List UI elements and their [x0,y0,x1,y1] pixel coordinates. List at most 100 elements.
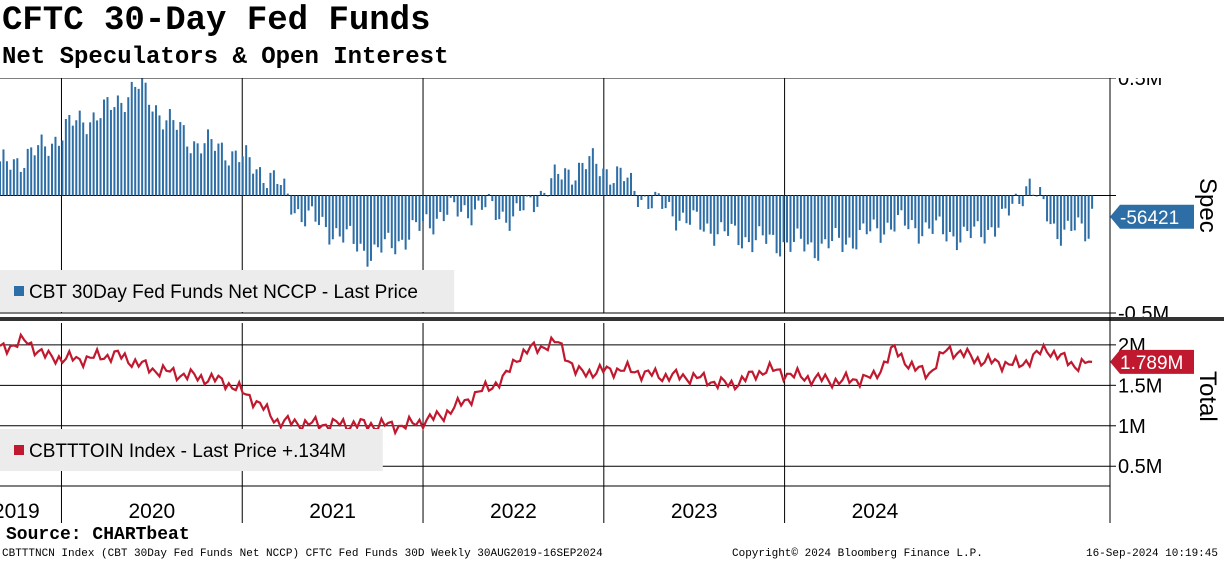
spec-bar [734,195,737,226]
spec-bar [862,195,865,224]
spec-bar [366,195,369,267]
total-series-line [0,332,1093,436]
spec-bar [64,118,67,196]
spec-bar [380,195,383,253]
spec-bar [955,195,958,251]
spec-bar [421,195,424,222]
spec-bar [792,195,795,242]
spec-bar [990,195,993,228]
spec-bar [231,151,234,196]
spec-bar [109,109,112,196]
spec-bar [550,178,553,196]
spec-bar [924,195,927,223]
spec-bar [182,125,185,196]
spec-bar [161,129,164,196]
spec-bar [813,195,816,259]
spec-bar [564,168,567,196]
x-tick-label: 2023 [671,500,718,523]
spec-bar [314,195,317,222]
spec-bar [248,157,251,196]
spec-bar [453,195,456,203]
legend-background [0,270,455,312]
spec-bar [213,150,216,196]
spec-bar [522,195,525,211]
spec-bar [324,195,327,228]
spec-bar [834,195,837,229]
spec-bar [844,195,847,245]
spec-bar [921,195,924,237]
spec-bar [290,195,293,215]
spec-bar [543,192,546,196]
spec-bar [896,195,899,216]
spec-bar [286,193,289,196]
spec-bar [595,163,598,196]
spec-bar [751,195,754,253]
spec-bar [467,195,470,219]
spec-bar [688,195,691,225]
spec-bar [682,195,685,213]
spec-bar [317,195,320,226]
spec-bar [848,195,851,238]
spec-bar [200,153,203,196]
spec-bar [546,195,549,197]
spec-bar [1049,195,1052,225]
spec-bar [463,195,466,206]
spec-bar [404,195,407,250]
spec-bar [709,195,712,234]
spec-bar [994,195,997,237]
spec-bar [446,195,449,215]
total-axis-title: Total [1194,371,1221,422]
spec-bar [630,172,633,196]
spec-bar [2,149,5,196]
spec-bar [193,141,196,196]
spec-bar [363,195,366,251]
spec-bar [19,171,22,196]
spec-bar [335,195,338,229]
spec-bar [1014,193,1017,196]
spec-bar [948,195,951,232]
spec-bar [297,195,300,210]
spec-bar [671,195,674,217]
spec-bar [321,195,324,217]
spec-bar [1084,195,1087,242]
x-tick-label: 2020 [128,500,175,523]
spec-bar [0,161,1,196]
spec-bar [536,195,539,207]
spec-bar [418,195,421,231]
spec-bar [1039,187,1042,196]
spec-bar [879,195,882,243]
x-tick-label: 2024 [852,500,899,523]
total-tick-label: 0.5M [1118,456,1162,478]
spec-bar [1025,186,1028,196]
spec-bar [89,122,92,196]
spec-bar [435,195,438,219]
spec-bar [623,181,626,196]
spec-bar [331,195,334,240]
legend-swatch [14,286,24,296]
spec-bar [369,195,372,261]
spec-bar [820,195,823,244]
legend-text: CBTTTOIN Index - Last Price +.134M [29,441,346,462]
spec-bar [903,195,906,226]
spec-bar [786,195,789,243]
spec-bar [241,156,244,196]
spec-bar [484,195,487,208]
spec-bar [1000,195,1003,209]
spec-bar [1007,195,1010,216]
spec-bar [851,195,854,249]
spec-bar [532,195,535,213]
spec-bar [356,195,359,252]
spec-bar [744,195,747,238]
spec-bar [983,195,986,244]
spec-bar [300,195,303,223]
spec-bar [876,195,879,229]
spec-bar [966,195,969,232]
spec-bar [116,95,119,196]
spec-bar [962,195,965,227]
spec-tick-label: -0.5M [1118,303,1169,325]
spec-legend: CBT 30Day Fed Funds Net NCCP - Last Pric… [0,270,455,312]
spec-bar [37,145,40,196]
spec-bar [560,179,563,196]
spec-bar [872,195,875,220]
spec-bar [865,195,868,235]
